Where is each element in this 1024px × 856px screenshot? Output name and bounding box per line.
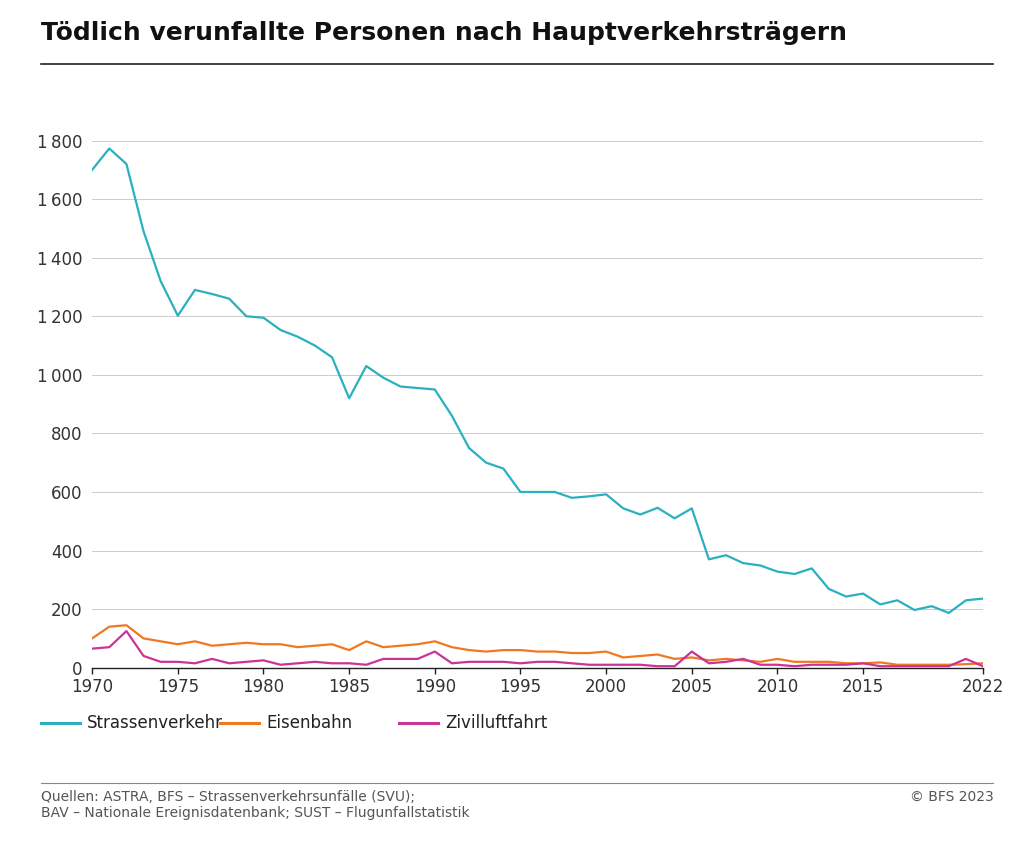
Text: Quellen: ASTRA, BFS – Strassenverkehrsunfälle (SVU);
BAV – Nationale Ereignisdat: Quellen: ASTRA, BFS – Strassenverkehrsun… (41, 790, 470, 820)
Text: © BFS 2023: © BFS 2023 (909, 790, 993, 804)
Text: Eisenbahn: Eisenbahn (266, 714, 352, 733)
Text: Tödlich verunfallte Personen nach Hauptverkehrsträgern: Tödlich verunfallte Personen nach Hauptv… (41, 21, 847, 45)
Text: Strassenverkehr: Strassenverkehr (87, 714, 223, 733)
Text: Zivilluftfahrt: Zivilluftfahrt (445, 714, 548, 733)
